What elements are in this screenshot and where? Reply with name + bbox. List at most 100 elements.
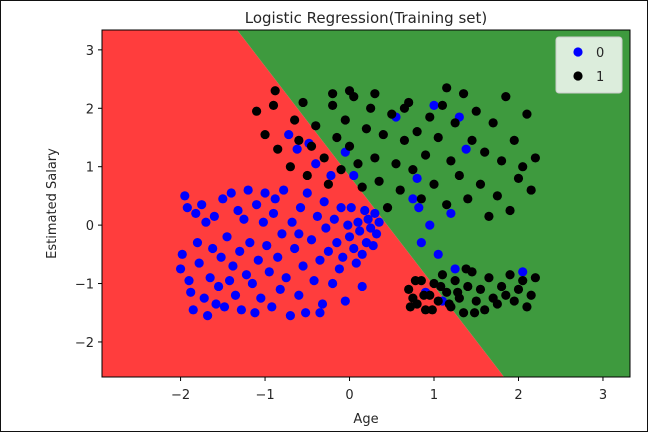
- class-1-point: [268, 100, 279, 110]
- class-0-point: [302, 188, 312, 198]
- class-0-point: [260, 188, 270, 198]
- class-1-point: [302, 170, 312, 181]
- class-1-point: [344, 141, 355, 151]
- y-axis: −2 −1 0 1 2 3: [75, 44, 102, 351]
- class-0-point: [180, 191, 190, 201]
- class-1-point: [442, 200, 452, 210]
- class-0-point: [175, 264, 186, 274]
- class-1-point: [340, 115, 350, 125]
- class-0-point: [336, 202, 346, 213]
- class-1-point: [361, 124, 372, 134]
- class-0-point: [425, 220, 435, 230]
- class-1-point: [405, 302, 415, 312]
- class-0-point: [285, 311, 295, 321]
- class-0-point: [298, 261, 308, 271]
- legend-label-1: 1: [596, 70, 604, 85]
- class-0-point: [236, 305, 246, 315]
- class-1-point: [446, 156, 456, 166]
- class-1-point: [378, 129, 388, 140]
- class-0-point: [309, 276, 319, 286]
- class-1-point: [425, 112, 435, 122]
- class-1-point: [366, 103, 376, 113]
- class-1-point: [501, 91, 511, 102]
- class-0-point: [315, 255, 325, 265]
- class-0-point: [267, 302, 277, 312]
- class-0-point: [245, 238, 255, 248]
- class-1-point: [442, 83, 452, 93]
- class-1-point: [513, 173, 524, 183]
- class-0-point: [294, 229, 304, 239]
- class-0-point: [446, 208, 456, 219]
- class-0-point: [412, 173, 422, 183]
- class-1-point: [408, 165, 418, 175]
- class-1-point: [323, 179, 334, 189]
- class-0-point: [191, 208, 201, 219]
- class-0-point: [300, 308, 311, 318]
- class-1-point: [496, 281, 507, 292]
- class-0-point: [323, 246, 334, 257]
- class-1-point: [471, 296, 481, 306]
- y-tick-label: 0: [86, 219, 94, 234]
- class-0-point: [326, 170, 336, 181]
- class-1-point: [492, 191, 502, 201]
- class-0-point: [329, 214, 339, 224]
- class-0-point: [312, 211, 323, 221]
- class-1-point: [450, 118, 460, 128]
- class-1-point: [399, 135, 410, 146]
- class-1-point: [357, 182, 367, 192]
- class-1-point: [469, 308, 480, 318]
- x-tick-label: 2: [514, 388, 522, 403]
- class-0-point: [414, 202, 424, 213]
- decision-regions: [102, 30, 630, 377]
- class-0-point: [182, 202, 192, 213]
- class-0-point: [294, 290, 304, 300]
- class-0-point: [224, 276, 235, 286]
- class-1-point: [437, 270, 448, 280]
- class-0-point: [346, 202, 356, 213]
- class-0-point: [239, 214, 249, 224]
- class-0-point: [279, 185, 289, 195]
- class-1-point: [501, 290, 511, 300]
- class-0-point: [287, 217, 297, 227]
- class-0-point: [328, 278, 338, 289]
- class-0-point: [199, 293, 209, 303]
- class-1-point: [251, 106, 262, 116]
- class-0-point: [219, 302, 230, 312]
- x-tick-label: −2: [171, 388, 190, 403]
- class-1-point: [480, 305, 490, 315]
- class-1-point: [475, 284, 486, 294]
- class-1-point: [416, 194, 426, 204]
- class-0-point: [177, 249, 187, 259]
- class-0-point: [319, 197, 329, 207]
- class-1-point: [518, 162, 528, 172]
- class-0-point: [209, 211, 219, 221]
- class-0-point: [188, 305, 198, 315]
- class-0-point: [218, 194, 228, 204]
- class-1-point: [410, 276, 421, 286]
- class-0-point: [247, 278, 257, 289]
- class-1-point: [311, 121, 321, 131]
- class-0-point: [366, 223, 376, 233]
- class-0-point: [230, 290, 241, 300]
- class-0-point: [334, 264, 344, 274]
- x-tick-label: 0: [345, 388, 353, 403]
- legend-marker-1: [573, 71, 583, 81]
- class-0-point: [429, 100, 439, 110]
- class-1-point: [471, 106, 481, 116]
- class-1-point: [518, 276, 528, 286]
- class-1-point: [450, 276, 460, 286]
- class-0-point: [277, 229, 287, 239]
- class-1-point: [290, 115, 300, 125]
- class-1-point: [391, 159, 401, 169]
- class-0-point: [344, 232, 355, 242]
- class-0-point: [357, 249, 367, 259]
- class-0-point: [321, 223, 331, 233]
- class-1-point: [382, 202, 393, 213]
- class-1-point: [374, 176, 384, 186]
- class-1-point: [522, 302, 532, 312]
- class-1-point: [433, 132, 443, 143]
- legend-box: [555, 36, 623, 94]
- plot-area-border: [101, 29, 631, 378]
- class-1-point: [488, 118, 498, 128]
